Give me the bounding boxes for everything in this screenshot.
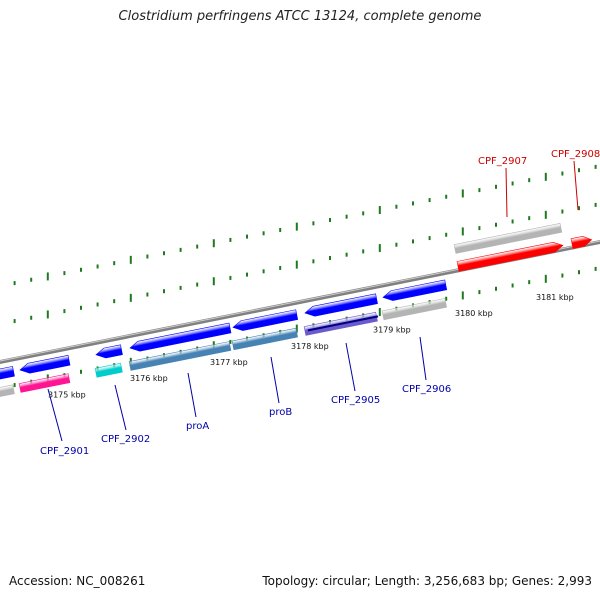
forward-gene-bar xyxy=(453,223,563,254)
reverse-gene-bar xyxy=(94,362,123,378)
gene-leader-line xyxy=(419,336,427,381)
scale-label: 3179 kbp xyxy=(373,325,411,334)
reverse-cds-arrow xyxy=(0,366,15,380)
gene-leader-line xyxy=(573,160,579,211)
gene-label: CPF_2906 xyxy=(402,384,451,395)
reverse-gene-bar xyxy=(0,384,15,399)
reverse-gene-bar xyxy=(381,298,447,321)
reverse-cds-arrow xyxy=(232,309,299,331)
reverse-gene-bar xyxy=(18,373,71,393)
gene-label: proA xyxy=(186,421,209,432)
reverse-cds-arrow xyxy=(95,344,123,359)
gene-label: CPF_2908 xyxy=(551,149,600,160)
gene-leader-line xyxy=(270,356,280,404)
genome-summary-text: Topology: circular; Length: 3,256,683 bp… xyxy=(262,574,592,588)
reverse-gene-bar xyxy=(128,341,232,371)
feature-stripe xyxy=(307,315,379,332)
reverse-cds-arrow xyxy=(382,279,448,301)
gene-label: proB xyxy=(269,407,292,418)
scale-label: 3176 kbp xyxy=(130,374,168,383)
scale-label: 3181 kbp xyxy=(536,293,574,302)
reverse-cds-arrow xyxy=(304,293,378,317)
gene-label: CPF_2907 xyxy=(478,156,527,167)
scale-label: 3180 kbp xyxy=(455,309,493,318)
scale-label: 3175 kbp xyxy=(48,390,86,399)
gene-leader-line xyxy=(47,388,63,442)
map-title: Clostridium perfringens ATCC 13124, comp… xyxy=(118,9,482,24)
gene-leader-line xyxy=(345,342,356,392)
scale-label: 3177 kbp xyxy=(210,358,248,367)
reverse-cds-arrow xyxy=(19,354,71,374)
gene-label: CPF_2902 xyxy=(101,434,150,445)
gene-leader-line xyxy=(114,384,127,431)
gene-label: CPF_2905 xyxy=(331,395,380,406)
gene-label: CPF_2901 xyxy=(40,446,89,457)
reverse-gene-bar xyxy=(231,327,298,351)
forward-cds-arrow xyxy=(570,236,593,249)
forward-cds-arrow xyxy=(456,241,564,272)
reverse-cds-arrow xyxy=(129,322,232,352)
gene-leader-line xyxy=(187,372,197,418)
gene-leader-line xyxy=(505,167,508,218)
scale-label: 3178 kbp xyxy=(291,342,329,351)
accession-text: Accession: NC_008261 xyxy=(9,574,146,588)
